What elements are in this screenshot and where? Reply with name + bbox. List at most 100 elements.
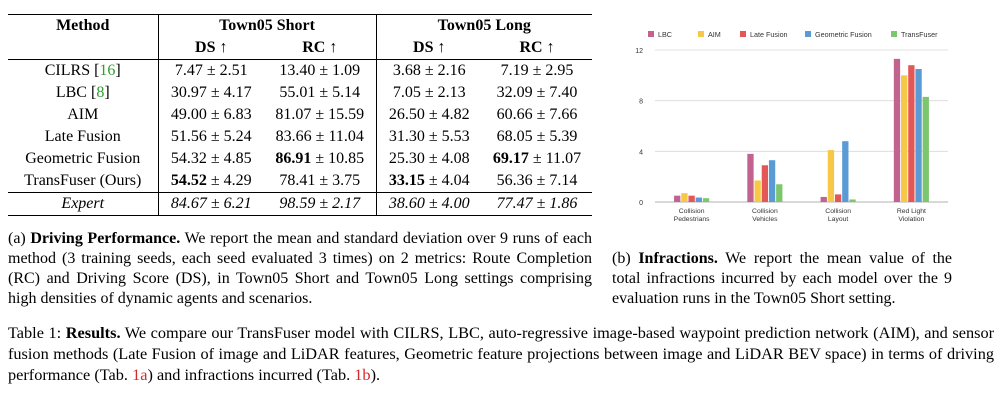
cell-std: 6.21 (223, 195, 252, 212)
cell-mean: 83.66 (275, 128, 312, 145)
plus-minus-sign: ± (206, 84, 224, 101)
caption-b-label: (b) (612, 250, 639, 267)
sub-header-rc-short: RC ↑ (264, 37, 377, 60)
plus-minus-sign: ± (311, 128, 329, 145)
cell-std: 4.85 (223, 150, 252, 167)
bar (849, 199, 856, 202)
cell-mean: 31.30 (388, 128, 425, 145)
citation-link[interactable]: 16 (99, 62, 116, 79)
plus-minus-sign: ± (206, 172, 224, 189)
cell-mean: 33.15 (388, 172, 425, 189)
table-cell: 7.47 ± 2.51 (158, 59, 264, 82)
plus-minus-sign: ± (532, 84, 550, 101)
chart-bars (674, 58, 929, 202)
bar (674, 195, 681, 202)
legend-label: AIM (708, 30, 721, 39)
cell-std: 7.66 (549, 106, 578, 123)
x-tick-label: Red Light (897, 208, 926, 215)
table-caption-text-2: ) and infractions incurred (Tab. (147, 365, 355, 384)
cell-std: 1.86 (549, 195, 578, 212)
cell-std: 7.40 (549, 84, 578, 101)
bar (681, 193, 688, 202)
table-row: LBC [8] 30.97 ± 4.17 55.01 ± 5.14 7.05 ± 2.… (8, 82, 592, 104)
bar (754, 180, 761, 202)
plus-minus-sign: ± (420, 62, 438, 79)
cell-mean: 69.17 (492, 150, 529, 167)
table-cell: 32.09 ± 7.40 (482, 82, 592, 104)
cell-mean: 38.60 (388, 195, 425, 212)
plus-minus-sign: ± (206, 150, 224, 167)
legend-swatch (648, 31, 654, 37)
cell-mean: 25.30 (388, 150, 425, 167)
caption-b-bold: Infractions. (638, 250, 718, 267)
cell-mean: 30.97 (170, 84, 207, 101)
cell-std: 10.85 (328, 150, 365, 167)
table-cell: 68.05 ± 5.39 (482, 126, 592, 148)
method-name: LBC [8] (8, 82, 159, 104)
table-cell: 78.41 ± 3.75 (264, 170, 377, 193)
plus-minus-sign: ± (315, 62, 333, 79)
caption-a: (a) Driving Performance. We report the m… (8, 229, 592, 309)
cell-mean: 78.41 (279, 172, 316, 189)
plus-minus-sign: ± (206, 128, 224, 145)
method-name: Late Fusion (8, 126, 159, 148)
plus-minus-sign: ± (532, 106, 550, 123)
caption-b-text: We report the mean value of the total in… (612, 250, 952, 307)
caption-b: (b) Infractions. We report the mean valu… (612, 249, 952, 309)
cell-mean: 13.40 (279, 62, 316, 79)
bar (834, 194, 842, 202)
bar (747, 153, 754, 202)
ref-link-1a[interactable]: 1a (132, 365, 148, 384)
bar (827, 150, 835, 202)
plus-minus-sign: ± (315, 84, 333, 101)
table-cell: 81.07 ± 15.59 (264, 104, 377, 126)
cell-mean: 56.36 (496, 172, 533, 189)
cell-mean: 3.68 (392, 62, 421, 79)
table-cell: 38.60 ± 4.00 (376, 192, 483, 216)
method-label: TransFuser (Ours) (24, 172, 142, 189)
bar (842, 141, 849, 202)
cell-std: 11.07 (545, 150, 582, 167)
citation-link[interactable]: 8 (96, 84, 105, 101)
x-tick-label: Vehicles (752, 216, 778, 223)
table-cell: 26.50 ± 4.82 (376, 104, 482, 126)
method-label: Geometric Fusion (25, 150, 141, 167)
cell-mean: 55.01 (279, 84, 316, 101)
table-caption-text-1: We compare our TransFuser model with CIL… (8, 323, 995, 384)
table-row: TransFuser (Ours) 54.52 ± 4.29 78.41 ± 3.7… (8, 170, 592, 193)
table-row-expert: Expert 84.67 ± 6.21 98.59 ± 2.17 38.60 ± 4.… (8, 192, 593, 216)
table-cell: 30.97 ± 4.17 (158, 82, 264, 104)
plus-minus-sign: ± (424, 172, 442, 189)
plus-minus-sign: ± (311, 106, 329, 123)
table-cell: 3.68 ± 2.16 (376, 59, 483, 82)
cell-mean: 84.67 (170, 195, 207, 212)
plus-minus-sign: ± (315, 172, 333, 189)
table-cell: 25.30 ± 4.08 (376, 148, 482, 170)
legend-label: Geometric Fusion (815, 30, 872, 39)
table-cell: 7.19 ± 2.95 (482, 59, 593, 82)
legend-swatch (740, 31, 746, 37)
method-label: CILRS (44, 62, 91, 79)
bar (922, 96, 929, 202)
plus-minus-sign: ± (424, 150, 442, 167)
cell-std: 4.29 (223, 172, 252, 189)
x-tick-label: Pedestrians (674, 216, 710, 223)
legend-swatch (698, 31, 704, 37)
table-row: Late Fusion 51.56 ± 5.24 83.66 ± 11.04 31.3… (8, 126, 592, 148)
cell-std: 4.00 (441, 195, 470, 212)
sub-header-ds-short: DS ↑ (195, 39, 228, 56)
bar (901, 75, 908, 202)
plus-minus-sign: ± (528, 150, 546, 167)
bar (695, 197, 702, 202)
ref-link-1b[interactable]: 1b (354, 365, 371, 384)
cell-std: 7.14 (549, 172, 578, 189)
table-row: Geometric Fusion 54.32 ± 4.85 86.91 ± 10.8… (8, 148, 592, 170)
plus-minus-sign: ± (315, 195, 333, 212)
caption-a-label: (a) (8, 230, 31, 247)
cell-mean: 51.56 (170, 128, 207, 145)
bar (702, 198, 710, 202)
group-header-town05-short: Town05 Short (158, 14, 377, 37)
x-tick-label: Layout (828, 216, 849, 223)
chart-legend: LBC AIM Late Fusion Geometric Fusion TransFu… (648, 30, 938, 39)
method-label: AIM (67, 106, 99, 123)
